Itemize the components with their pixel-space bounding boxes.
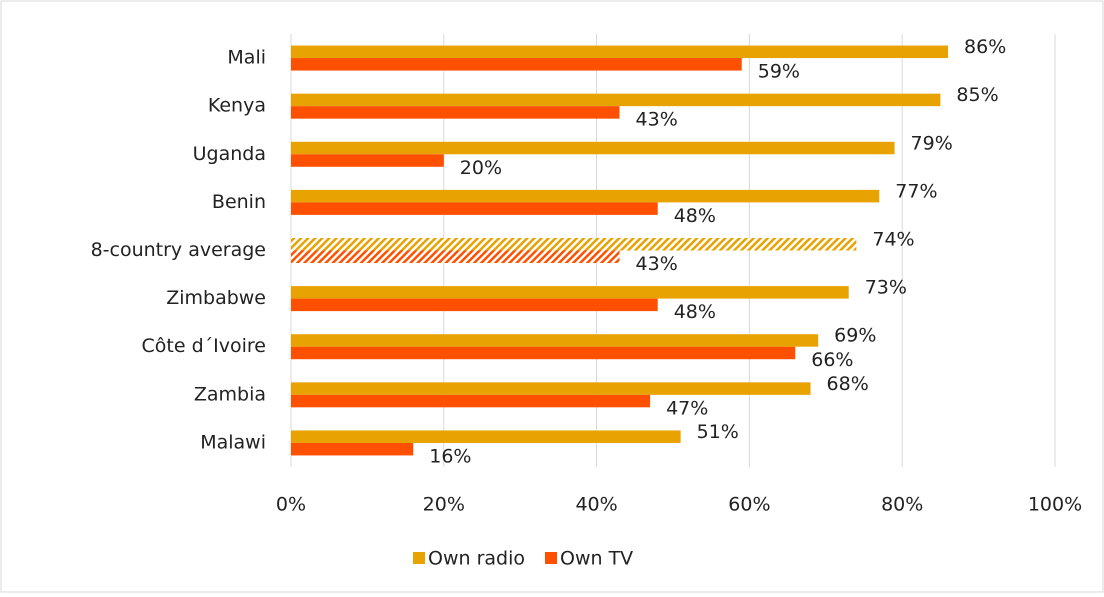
bar (291, 141, 895, 155)
data-label: 66% (811, 349, 853, 371)
data-label: 48% (674, 205, 716, 227)
bar (291, 202, 658, 215)
x-tick-label: 0% (276, 494, 306, 516)
y-tick-label: Uganda (193, 143, 266, 165)
y-tick-label: 8-country average (91, 239, 266, 261)
y-tick-label: Zambia (194, 383, 266, 405)
x-tick-label: 100% (1028, 494, 1082, 516)
data-label: 73% (865, 277, 907, 299)
y-tick-label: Zimbabwe (166, 287, 266, 309)
y-tick-label: Mali (227, 47, 266, 69)
y-tick-label: Malawi (200, 431, 266, 453)
data-label: 47% (666, 397, 708, 419)
bar (291, 346, 796, 360)
data-label: 85% (956, 84, 998, 106)
bar (291, 334, 819, 347)
legend-swatch (413, 552, 425, 564)
bar (291, 189, 880, 203)
y-tick-label: Kenya (208, 95, 266, 117)
bar (291, 442, 414, 456)
bar (291, 238, 857, 251)
bar (291, 58, 742, 71)
bar (291, 298, 658, 312)
bar (291, 394, 651, 408)
bar (291, 45, 949, 59)
bar (291, 250, 620, 263)
data-label: 74% (872, 229, 914, 251)
data-label: 16% (429, 445, 471, 467)
bar (291, 430, 681, 443)
data-label: 77% (895, 180, 937, 202)
data-label: 79% (911, 132, 953, 154)
x-tick-label: 40% (575, 494, 617, 516)
bar (291, 286, 849, 299)
legend-label: Own TV (560, 548, 633, 570)
bar (291, 382, 811, 395)
data-label: 69% (834, 325, 876, 347)
bar (291, 154, 444, 167)
data-label: 48% (674, 301, 716, 323)
y-tick-label: Côte d´Ivoire (142, 335, 266, 357)
data-label: 20% (460, 157, 502, 179)
y-tick-label: Benin (212, 191, 266, 213)
bar (291, 106, 620, 119)
data-label: 43% (636, 109, 678, 131)
data-label: 68% (827, 373, 869, 395)
data-label: 86% (964, 36, 1006, 58)
data-label: 51% (697, 421, 739, 443)
legend-label: Own radio (428, 548, 525, 570)
legend-swatch (545, 552, 557, 564)
data-label: 43% (636, 253, 678, 275)
bar (291, 93, 941, 107)
x-tick-label: 20% (423, 494, 465, 516)
data-label: 59% (758, 61, 800, 83)
x-tick-label: 80% (881, 494, 923, 516)
x-tick-label: 60% (728, 494, 770, 516)
